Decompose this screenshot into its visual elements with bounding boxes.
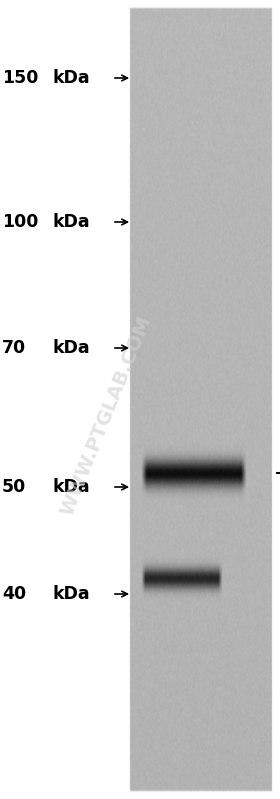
Text: 150: 150 bbox=[2, 69, 38, 87]
Text: 100: 100 bbox=[2, 213, 38, 231]
Text: WWW.PTGLAB.COM: WWW.PTGLAB.COM bbox=[57, 312, 155, 519]
Text: kDa: kDa bbox=[52, 69, 90, 87]
Text: kDa: kDa bbox=[52, 339, 90, 357]
Text: kDa: kDa bbox=[52, 585, 90, 603]
Text: 40: 40 bbox=[2, 585, 26, 603]
Text: 50: 50 bbox=[2, 478, 26, 496]
Text: 70: 70 bbox=[2, 339, 26, 357]
Text: kDa: kDa bbox=[52, 478, 90, 496]
Text: kDa: kDa bbox=[52, 213, 90, 231]
